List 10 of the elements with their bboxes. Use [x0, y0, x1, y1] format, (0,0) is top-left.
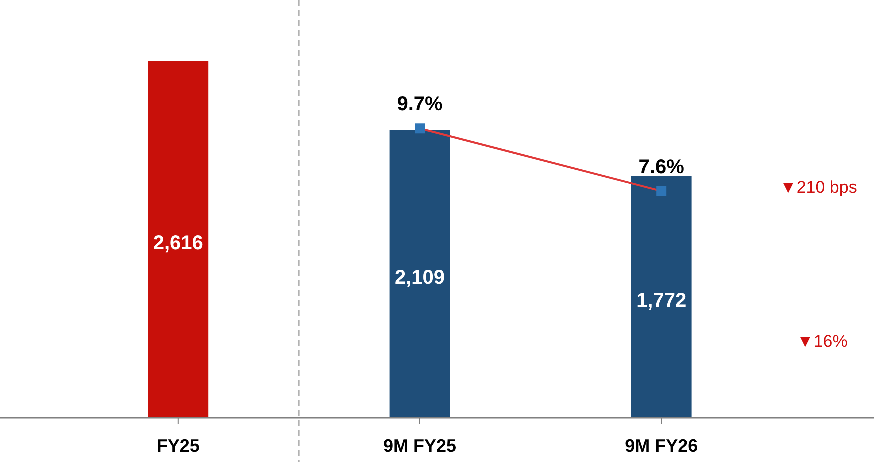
data-label: 9.7% [397, 94, 444, 116]
data-label: 1,772 [636, 290, 687, 312]
annotation: ▼210 bps [780, 178, 858, 197]
x-tick-label: 9M FY26 [625, 436, 698, 456]
annotation: ▼16% [797, 332, 848, 351]
x-tick-label: 9M FY25 [383, 436, 457, 456]
data-label: 7.6% [638, 156, 685, 178]
data-label: 2,616 [153, 232, 204, 255]
x-tick-label: FY25 [156, 436, 200, 456]
data-label: 2,109 [394, 267, 446, 290]
